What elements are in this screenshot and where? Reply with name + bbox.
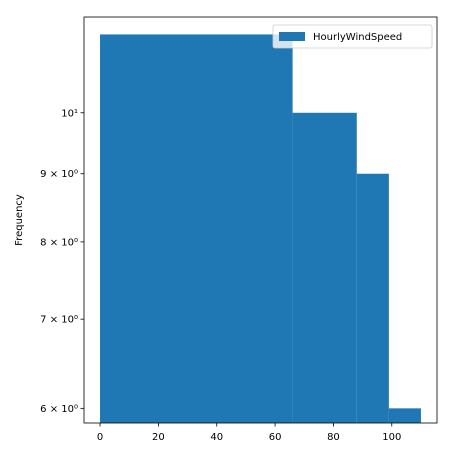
x-tick-label: 80 [327,432,340,443]
plot-frame [83,16,438,424]
legend-label: HourlyWindSpeed [313,32,402,43]
x-tick-label: 0 [97,432,103,443]
x-axis-ticks: 0 20 40 60 80 100 [97,423,401,443]
y-axis-label: Frequency [14,194,25,246]
y-tick-label: 9 × 10⁰ [40,169,78,180]
histogram-bar [356,173,389,423]
x-tick-label: 60 [269,432,282,443]
y-axis-ticks: 6 × 10⁰ 7 × 10⁰ 8 × 10⁰ 9 × 10⁰ 10¹ [40,108,84,415]
x-tick-label: 40 [210,432,223,443]
x-tick-label: 20 [152,432,165,443]
histogram-bars [100,34,421,424]
legend: HourlyWindSpeed [272,24,433,49]
x-tick-label: 100 [382,432,401,443]
histogram-bar [388,408,421,423]
y-tick-label: 6 × 10⁰ [40,404,78,415]
legend-swatch [279,32,305,41]
y-tick-label: 10¹ [61,108,78,119]
y-tick-label: 7 × 10⁰ [40,315,78,326]
histogram-bar [100,34,293,423]
histogram-bar [292,112,357,424]
y-tick-label: 8 × 10⁰ [40,237,78,248]
legend-box [272,24,433,49]
